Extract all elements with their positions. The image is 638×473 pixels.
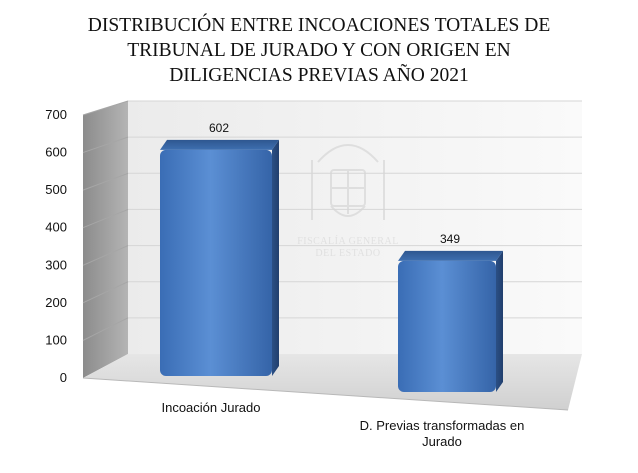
side-gridline	[82, 317, 129, 341]
x-tick-label: D. Previas transformadas en	[360, 418, 525, 433]
bar-front	[160, 149, 272, 376]
x-tick-label: Jurado	[422, 434, 462, 449]
x-tick-label: Incoación Jurado	[161, 400, 260, 415]
bar: 602	[160, 121, 279, 376]
y-tick-label: 300	[45, 257, 67, 272]
y-tick-label: 500	[45, 182, 67, 197]
bar-data-label: 602	[209, 121, 229, 135]
bar: 349	[398, 232, 503, 392]
watermark-line-2: DEL ESTADO	[315, 248, 380, 259]
bar-side	[496, 250, 503, 392]
y-tick-label: 100	[45, 332, 67, 347]
bar-data-label: 349	[440, 232, 460, 246]
bar-top	[160, 139, 279, 150]
chart-title: DISTRIBUCIÓN ENTRE INCOACIONES TOTALES D…	[88, 14, 550, 86]
chart-title-line-3: DILIGENCIAS PREVIAS AÑO 2021	[169, 64, 469, 86]
y-tick-label: 0	[60, 370, 67, 385]
side-gridline	[82, 245, 129, 266]
side-gridline	[82, 281, 129, 304]
side-wall	[83, 101, 128, 378]
x-axis: Incoación Jurado D. Previas transformadas…	[161, 400, 524, 449]
side-gridline	[82, 208, 129, 229]
bar-side	[272, 139, 279, 376]
watermark-line-1: FISCALÍA GENERAL	[297, 235, 399, 247]
chart-title-line-1: DISTRIBUCIÓN ENTRE INCOACIONES TOTALES D…	[88, 14, 550, 36]
bars: 602 349	[160, 121, 503, 392]
floor	[83, 354, 582, 410]
side-gridline	[82, 136, 129, 154]
chart-title-line-2: TRIBUNAL DE JURADO Y CON ORIGEN EN	[127, 40, 510, 61]
y-tick-label: 600	[45, 145, 67, 160]
bar-top	[398, 250, 503, 261]
y-tick-label: 400	[45, 220, 67, 235]
bar-front	[398, 260, 496, 392]
watermark: FISCALÍA GENERAL DEL ESTADO	[297, 144, 399, 259]
y-axis: 0 100 200 300 400 500 600 700	[45, 107, 67, 385]
side-gridline	[82, 172, 129, 191]
y-tick-label: 200	[45, 295, 67, 310]
floor-edge	[82, 377, 569, 411]
side-gridline	[82, 100, 129, 116]
y-tick-label: 700	[45, 107, 67, 122]
